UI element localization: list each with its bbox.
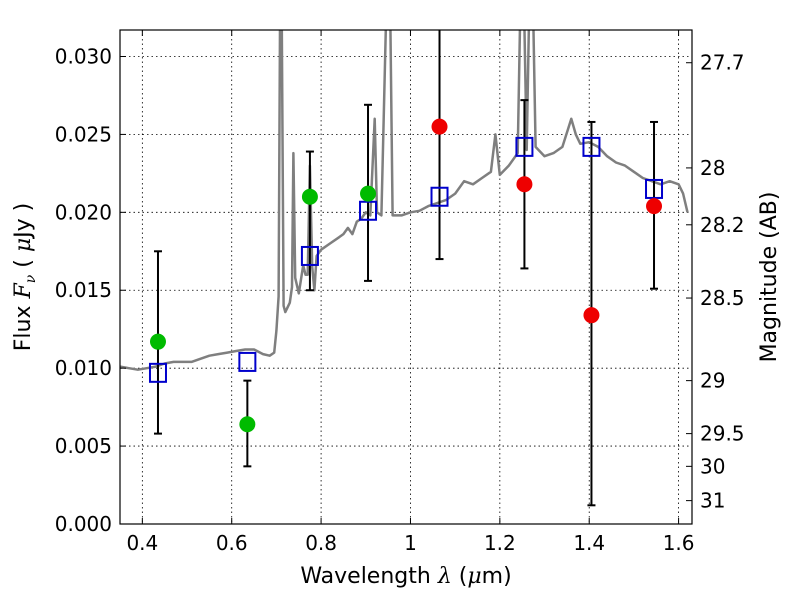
y2-tick-label: 27.7: [700, 51, 745, 75]
model-point: [148, 362, 167, 383]
model-points-layer: [148, 136, 664, 383]
y2-tick-label: 28.5: [700, 286, 745, 310]
observed-point: [516, 176, 533, 193]
x-axis-label: Wavelength λ (μm): [300, 564, 511, 589]
x-tick-label: 0.8: [305, 531, 337, 555]
y-tick-label: 0.030: [55, 44, 112, 68]
observed-points-layer: [149, 118, 663, 433]
x-tick-label: 1.6: [663, 531, 695, 555]
observed-point: [431, 118, 448, 135]
y-tick-label: 0.020: [55, 200, 112, 224]
observed-point: [360, 185, 377, 202]
model-point: [300, 245, 319, 266]
ticks: 0.4 0.6 0.8 1 1.2 1.4 1.6 0.000 0.005 0.010 0.015 0…: [55, 30, 745, 555]
y2-tick-label: 29: [700, 369, 725, 393]
y2-tick-label: 28.2: [700, 213, 745, 237]
x-tick-label: 1.4: [573, 531, 605, 555]
observed-point: [239, 416, 256, 433]
model-point: [645, 178, 664, 199]
y-tick-label: 0.005: [55, 434, 112, 458]
model-point: [515, 136, 534, 157]
plot-frame: [119, 29, 693, 525]
model-point: [582, 136, 601, 157]
model-point: [359, 200, 378, 221]
y2-axis-label: Magnitude (AB): [757, 192, 782, 363]
grid-lines: [120, 30, 692, 524]
spectrum-line: [120, 30, 689, 371]
x-tick-label: 0.6: [216, 531, 248, 555]
y2-tick-label: 29.5: [700, 422, 745, 446]
plot-background: [120, 30, 692, 524]
spectrum-layer: [120, 30, 689, 371]
x-tick-label: 0.4: [126, 531, 158, 555]
y2-tick-label: 30: [700, 454, 725, 478]
x-tick-label: 1: [404, 531, 417, 555]
observed-point: [646, 198, 663, 215]
observed-point: [301, 188, 318, 205]
y2-tick-label: 28: [700, 156, 725, 180]
model-point: [238, 351, 257, 372]
y-tick-label: 0.000: [55, 512, 112, 536]
y-tick-label: 0.025: [55, 122, 112, 146]
y-axis-label: Flux Fν ( μJy ): [11, 203, 39, 352]
y-tick-label: 0.010: [55, 356, 112, 380]
observed-point: [583, 307, 600, 324]
observed-point: [149, 333, 166, 350]
model-point: [430, 186, 449, 207]
x-tick-label: 1.2: [484, 531, 516, 555]
y-tick-label: 0.015: [55, 278, 112, 302]
y2-tick-label: 31: [700, 489, 725, 513]
